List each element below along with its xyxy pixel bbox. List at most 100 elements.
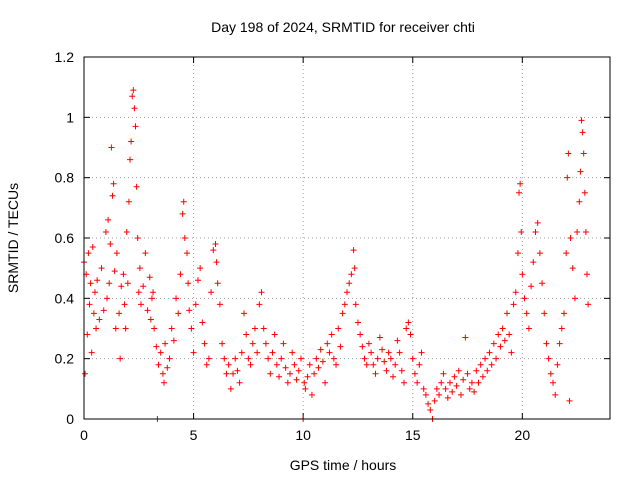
data-point bbox=[93, 325, 100, 332]
data-point bbox=[117, 355, 124, 362]
data-point bbox=[260, 325, 267, 332]
data-point bbox=[164, 364, 171, 371]
data-point bbox=[153, 343, 160, 350]
data-point bbox=[276, 373, 283, 380]
data-point bbox=[219, 340, 226, 347]
data-point bbox=[475, 379, 482, 386]
data-point bbox=[545, 355, 552, 362]
data-point bbox=[127, 156, 134, 163]
data-point bbox=[116, 310, 123, 317]
data-point bbox=[297, 355, 304, 362]
data-point bbox=[136, 265, 143, 272]
data-point bbox=[447, 379, 454, 386]
data-point bbox=[495, 331, 502, 338]
data-point bbox=[501, 337, 508, 344]
plot-frame bbox=[83, 56, 611, 420]
data-point bbox=[451, 373, 458, 380]
data-point bbox=[350, 247, 357, 254]
data-point bbox=[91, 289, 98, 296]
data-point bbox=[462, 334, 469, 341]
data-point bbox=[94, 277, 101, 284]
data-point bbox=[449, 388, 456, 395]
data-point bbox=[234, 367, 241, 374]
data-point bbox=[580, 150, 587, 157]
data-point bbox=[146, 274, 153, 281]
data-point bbox=[532, 228, 539, 235]
data-point bbox=[547, 370, 554, 377]
data-point bbox=[468, 379, 475, 386]
data-point bbox=[486, 349, 493, 356]
data-point bbox=[301, 379, 308, 386]
data-point bbox=[339, 310, 346, 317]
data-point bbox=[506, 331, 513, 338]
data-point bbox=[121, 301, 128, 308]
data-point bbox=[579, 129, 586, 136]
data-point bbox=[212, 241, 219, 248]
data-point bbox=[134, 235, 141, 241]
data-point bbox=[170, 337, 177, 344]
data-point bbox=[230, 370, 237, 377]
data-point bbox=[365, 340, 372, 347]
data-point bbox=[477, 361, 484, 368]
data-point bbox=[554, 361, 561, 368]
data-point bbox=[89, 244, 96, 251]
data-point bbox=[185, 280, 192, 287]
data-point bbox=[488, 361, 495, 368]
data-point bbox=[556, 340, 563, 347]
data-point bbox=[295, 367, 302, 374]
data-point bbox=[376, 334, 383, 341]
data-point bbox=[216, 301, 223, 308]
data-point bbox=[578, 117, 585, 124]
data-point bbox=[227, 385, 234, 392]
data-point bbox=[184, 250, 191, 257]
data-point bbox=[130, 87, 137, 94]
data-point bbox=[411, 370, 418, 377]
data-point bbox=[162, 340, 169, 347]
data-point bbox=[453, 382, 460, 389]
data-point bbox=[398, 367, 405, 374]
data-point bbox=[400, 379, 407, 386]
data-point bbox=[201, 340, 208, 347]
data-point bbox=[197, 265, 204, 272]
data-point bbox=[436, 391, 443, 398]
data-point bbox=[278, 355, 285, 362]
data-point bbox=[564, 174, 571, 181]
data-point bbox=[431, 397, 438, 404]
data-point bbox=[85, 250, 92, 257]
data-point bbox=[330, 355, 337, 362]
data-point bbox=[521, 295, 528, 302]
data-point bbox=[258, 289, 265, 296]
data-point bbox=[581, 189, 588, 196]
data-point bbox=[186, 307, 193, 314]
data-point bbox=[543, 340, 550, 347]
data-point bbox=[565, 150, 572, 157]
data-point bbox=[359, 343, 366, 350]
x-axis-label: GPS time / hours bbox=[290, 457, 397, 473]
data-point bbox=[361, 355, 368, 362]
x-tick-label: 15 bbox=[405, 427, 421, 443]
data-point bbox=[479, 373, 486, 380]
data-point bbox=[582, 228, 589, 235]
data-point bbox=[363, 361, 370, 368]
data-point bbox=[466, 385, 473, 392]
data-point bbox=[394, 337, 401, 344]
data-point bbox=[512, 289, 519, 296]
data-point bbox=[302, 385, 309, 392]
data-point bbox=[510, 301, 517, 308]
data-point bbox=[473, 367, 480, 374]
data-point bbox=[567, 235, 574, 241]
data-point bbox=[438, 379, 445, 386]
chart-title: Day 198 of 2024, SRMTID for receiver cht… bbox=[211, 19, 475, 35]
data-point bbox=[179, 210, 186, 217]
data-point bbox=[223, 370, 230, 377]
data-point bbox=[118, 283, 125, 290]
data-point bbox=[444, 394, 451, 401]
data-point bbox=[110, 180, 117, 187]
data-point bbox=[514, 250, 521, 257]
data-point bbox=[418, 349, 425, 356]
data-point bbox=[90, 310, 97, 317]
data-point bbox=[159, 370, 166, 377]
y-tick-label: 0.6 bbox=[55, 230, 75, 246]
x-tick-label: 20 bbox=[515, 427, 531, 443]
